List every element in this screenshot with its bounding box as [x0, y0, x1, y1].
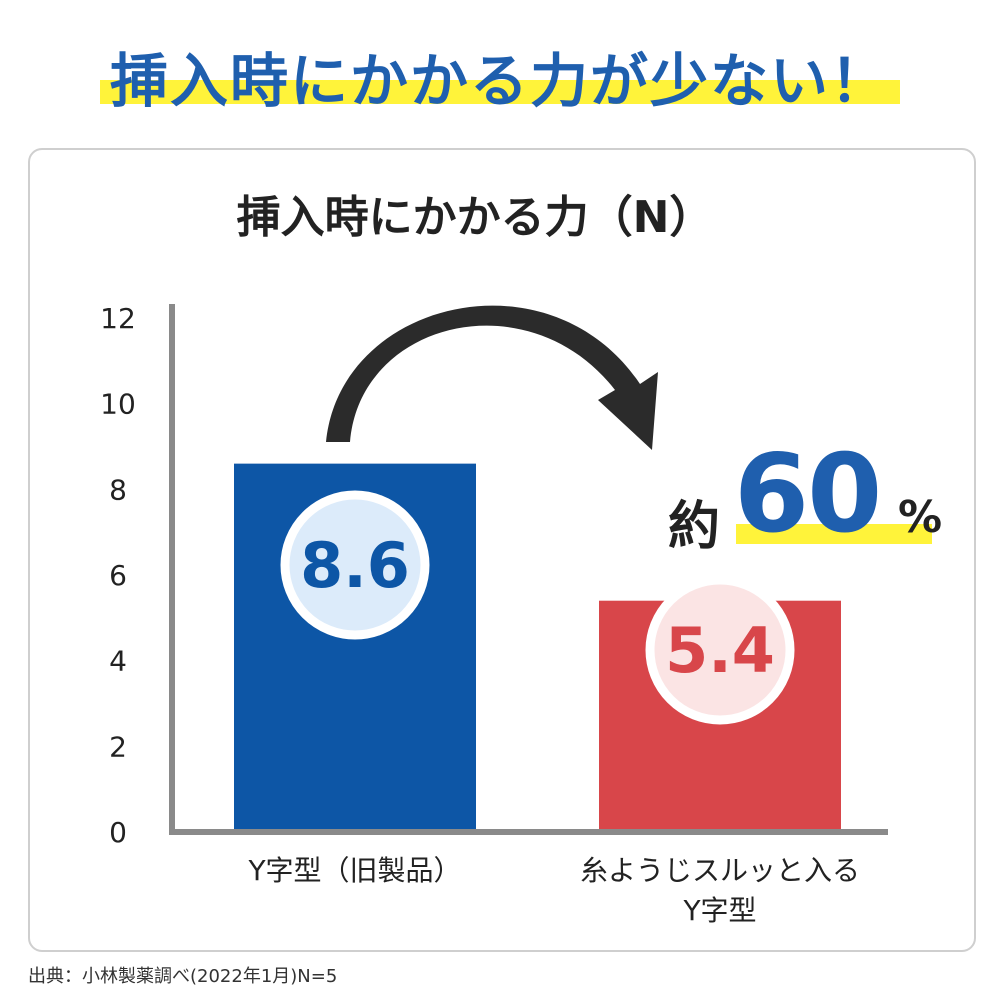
value-label: 8.6: [300, 529, 410, 602]
category-label: Y字型（旧製品）: [247, 854, 461, 887]
headline: 挿入時にかかる力が少ない！: [109, 47, 890, 115]
value-badge: [280, 490, 430, 640]
headline-highlight: [100, 80, 900, 104]
reduction-arrow-icon: [326, 305, 658, 450]
bars: 8.6 5.4: [234, 463, 841, 829]
source-note: 出典：小林製薬調べ(2022年1月)N=5: [28, 966, 338, 987]
reduction-prefix: 約: [668, 497, 721, 557]
chart-axes: [169, 304, 888, 835]
headline-block: 挿入時にかかる力が少ない！: [0, 28, 1000, 118]
y-tick-labels: 0 2 4 6 8 10 12: [100, 302, 136, 849]
reduction-highlight: [736, 524, 932, 544]
force-bar-chart: 挿入時にかかる力（N） 0 2 4 6 8 10 12 8.6 5.4 Y字型（旧製品） 糸よう…: [100, 192, 888, 927]
reduction-value: 60: [734, 432, 882, 557]
category-label: Y字型: [682, 894, 756, 927]
reduction-unit: %: [898, 492, 943, 543]
y-tick-label: 2: [109, 730, 127, 763]
chart-title: 挿入時にかかる力（N）: [237, 192, 714, 243]
y-tick-label: 0: [109, 816, 127, 849]
y-tick-label: 8: [109, 473, 127, 506]
value-badge: [645, 575, 795, 725]
y-tick-label: 4: [109, 645, 127, 678]
y-tick-label: 6: [109, 559, 127, 592]
value-label: 5.4: [665, 614, 775, 687]
reduction-callout: 約 60 %: [668, 432, 968, 562]
y-tick-label: 10: [100, 388, 136, 421]
chart-card: 挿入時にかかる力（N） 0 2 4 6 8 10 12 8.6 5.4 Y字型（旧製品） 糸よう…: [28, 148, 976, 952]
y-tick-label: 12: [100, 302, 136, 335]
category-label: 糸ようじスルッと入る: [580, 854, 860, 887]
x-category-labels: Y字型（旧製品） 糸ようじスルッと入る Y字型: [247, 854, 860, 927]
